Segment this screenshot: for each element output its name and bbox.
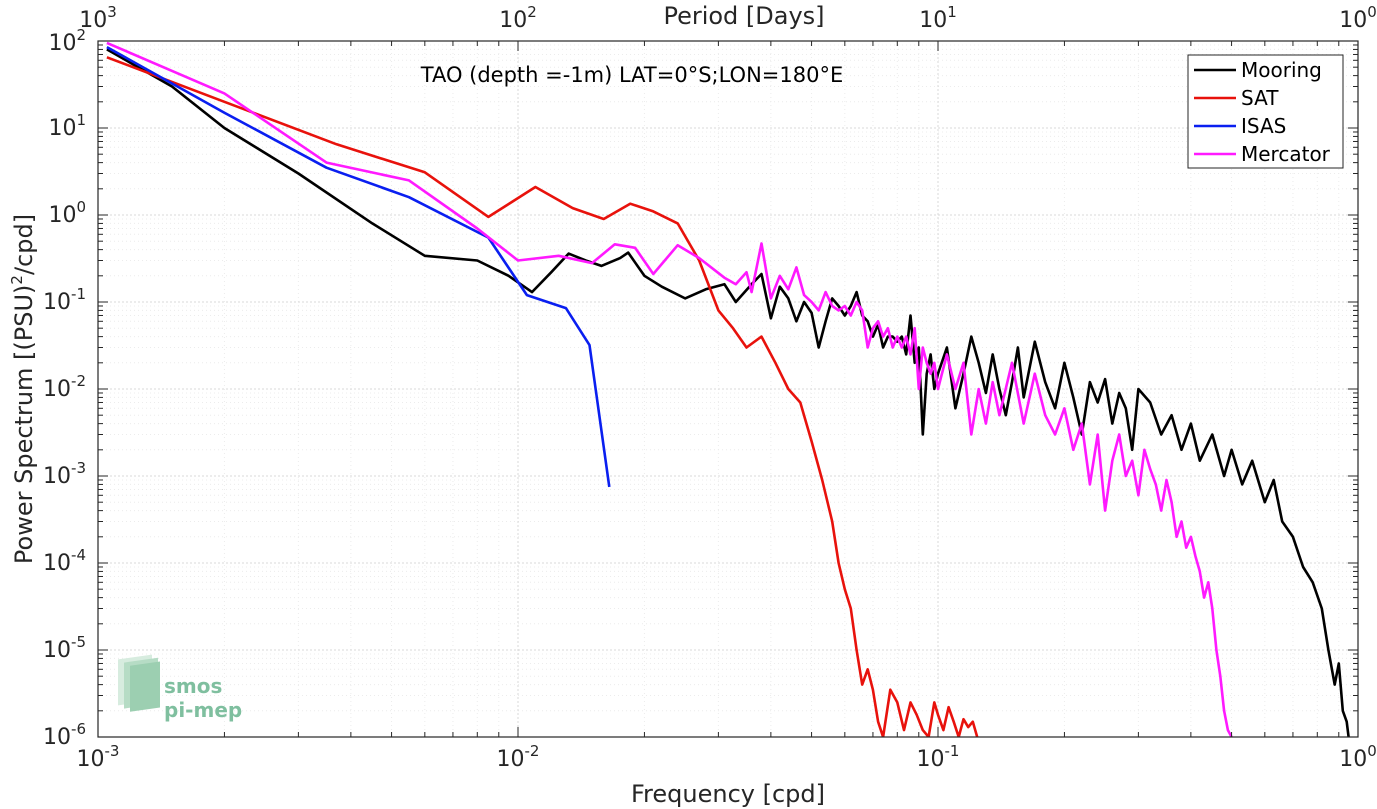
y-tick-label-1e0: 100 xyxy=(48,198,86,228)
chart-title: TAO (depth =-1m) LAT=0°S;LON=180°E xyxy=(420,63,844,87)
series-line-mercator xyxy=(106,41,1233,737)
top-tick-label-1e0: 100 xyxy=(1339,3,1377,33)
y-tick-label-1e-5: 10-5 xyxy=(43,633,86,663)
top-tick-label-1e1: 101 xyxy=(919,3,957,33)
y-tick-label-1e-6: 10-6 xyxy=(43,720,86,750)
y-tick-label-1e-3: 10-3 xyxy=(43,459,86,489)
y-tick-label-1e1: 101 xyxy=(48,111,86,141)
logo-text-pimep: pi-mep xyxy=(164,698,242,722)
y-tick-label-1e2: 102 xyxy=(48,26,86,56)
legend-label-sat: SAT xyxy=(1241,86,1279,110)
x-tick-label-1e-2: 10-2 xyxy=(497,742,540,772)
top-tick-label-1e3: 103 xyxy=(79,3,117,33)
y-axis-label: Power Spectrum [(PSU)2/cpd] xyxy=(8,214,38,564)
x-tick-label-1e-3: 10-3 xyxy=(77,742,120,772)
legend-label-mooring: Mooring xyxy=(1241,58,1322,82)
x-tick-label-1e0: 100 xyxy=(1339,742,1377,772)
legend-label-mercator: Mercator xyxy=(1241,142,1331,166)
logo-text-smos: smos xyxy=(164,674,222,698)
tick-marks xyxy=(97,41,1358,738)
series-layer xyxy=(106,41,1350,737)
x-axis-label: Frequency [cpd] xyxy=(631,780,825,808)
legend-box xyxy=(1187,54,1344,169)
top-axis-label: Period [Days] xyxy=(663,2,824,30)
legend: Mooring SAT ISAS Mercator xyxy=(1187,54,1344,169)
y-tick-label-1e-4: 10-4 xyxy=(43,546,86,576)
legend-label-isas: ISAS xyxy=(1241,114,1286,138)
smos-pi-mep-logo: smos pi-mep xyxy=(118,654,242,722)
y-tick-label-1e-1: 10-1 xyxy=(43,285,86,315)
x-tick-label-1e-1: 10-1 xyxy=(917,742,960,772)
series-line-sat xyxy=(106,56,979,737)
top-tick-label-1e2: 102 xyxy=(499,3,537,33)
y-tick-label-1e-2: 10-2 xyxy=(43,372,86,402)
